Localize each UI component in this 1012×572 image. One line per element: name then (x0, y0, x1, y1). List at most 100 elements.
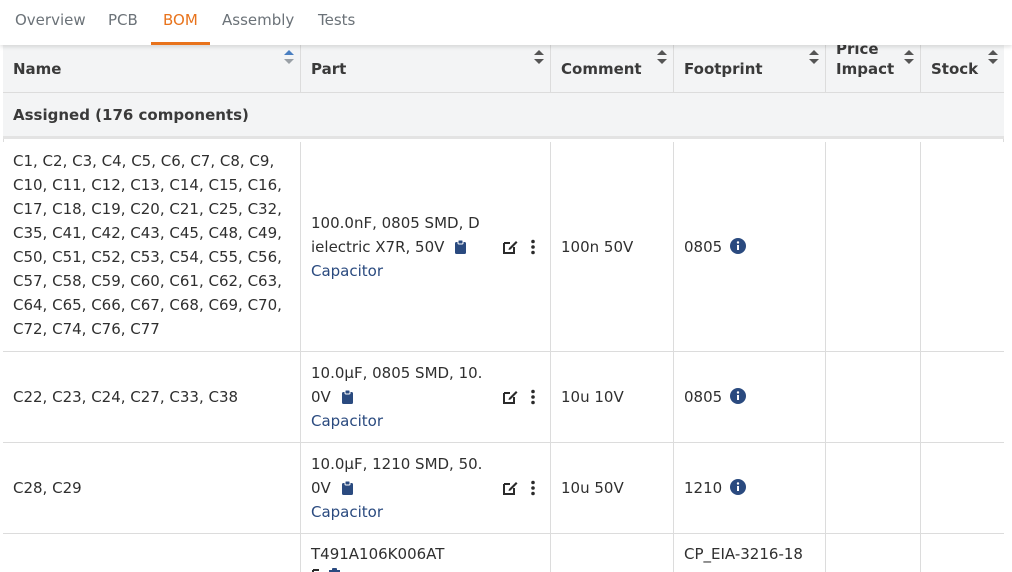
part-line: 100.0nF, 0805 SMD, D (311, 213, 480, 232)
stock-cell (921, 534, 1004, 572)
column-header-stock[interactable]: Stock (921, 45, 1004, 93)
part-icons (311, 568, 351, 572)
name-cell (3, 534, 301, 572)
column-label: Comment (561, 60, 642, 78)
edit-icon[interactable] (502, 389, 518, 405)
column-label: Name (13, 60, 62, 78)
table-row: T491A106K006AT CP_EIA-3216-18 (3, 534, 1004, 572)
part-cell: 100.0nF, 0805 SMD, D ielectric X7R, 50V … (301, 142, 551, 351)
stock-cell (921, 352, 1004, 442)
sort-icon[interactable] (809, 50, 819, 64)
tab-assembly[interactable]: Assembly (222, 11, 295, 29)
stock-cell (921, 443, 1004, 533)
footprint-value: 1210 (684, 479, 723, 497)
footprint-cell: 1210 (674, 443, 826, 533)
edit-icon[interactable] (502, 239, 518, 255)
name-cell: C28, C29 (3, 443, 301, 533)
designators: C22, C23, C24, C27, C33, C38 (13, 388, 239, 406)
table-row: C28, C29 10.0µF, 1210 SMD, 50. 0V Capaci… (3, 443, 1004, 534)
info-icon[interactable] (729, 388, 746, 404)
name-cell: C1, C2, C3, C4, C5, C6, C7, C8, C9, C10,… (3, 142, 301, 351)
column-header-price-impact[interactable]: Price Impact (826, 40, 921, 93)
comment-cell (551, 534, 674, 572)
part-line: 10.0µF, 1210 SMD, 50. (311, 455, 483, 473)
row-actions (502, 388, 542, 406)
comment-value: 10u 10V (561, 388, 624, 406)
clipboard-icon[interactable] (455, 239, 467, 254)
tab-overview[interactable]: Overview (15, 11, 86, 29)
column-header-part[interactable]: Part (301, 45, 551, 93)
group-label: Assigned (176 components) (13, 106, 249, 124)
edit-icon[interactable] (502, 480, 518, 496)
tab-bom[interactable]: BOM (151, 0, 210, 45)
price-impact-cell (826, 352, 921, 442)
footprint-value: 0805 (684, 237, 723, 256)
comment-value: 10u 50V (561, 479, 624, 497)
tab-tests[interactable]: Tests (318, 11, 356, 29)
tab-bar: Overview PCB BOM Assembly Tests (0, 0, 1012, 45)
part-line: 10.0µF, 0805 SMD, 10. (311, 364, 483, 382)
row-actions (502, 479, 542, 497)
info-icon[interactable] (729, 237, 746, 254)
part-line: T491A106K006AT (311, 545, 445, 563)
part-line: ielectric X7R, 50V (311, 237, 445, 256)
column-header-comment[interactable]: Comment (551, 45, 674, 93)
footprint-value: 0805 (684, 388, 723, 406)
column-label: Part (311, 60, 347, 78)
part-category-link[interactable]: Capacitor (311, 412, 384, 430)
clipboard-icon[interactable] (329, 568, 340, 572)
part-category-link[interactable]: Capacitor (311, 503, 384, 521)
footprint-cell: 0805 (674, 352, 826, 442)
bom-table: Name Part Comment Footprint Price Impact… (3, 0, 1004, 572)
more-options-icon[interactable] (530, 239, 536, 255)
sort-icon[interactable] (657, 50, 667, 64)
column-header-name[interactable]: Name (3, 45, 301, 93)
column-header-footprint[interactable]: Footprint (674, 45, 826, 93)
part-description: 10.0µF, 1210 SMD, 50. 0V Capacitor (311, 452, 492, 524)
table-header: Name Part Comment Footprint Price Impact… (3, 40, 1004, 93)
part-line: 0V (311, 388, 331, 406)
comment-value: 100n 50V (561, 237, 634, 256)
group-header: Assigned (176 components) (3, 93, 1004, 139)
more-options-icon[interactable] (530, 389, 536, 405)
clipboard-icon[interactable] (341, 481, 353, 495)
footprint: 0805 (684, 235, 817, 259)
clipboard-icon[interactable] (341, 390, 353, 404)
info-icon[interactable] (729, 479, 746, 495)
price-impact-cell (826, 443, 921, 533)
sort-icon[interactable] (988, 50, 998, 64)
column-label: Footprint (684, 60, 763, 78)
footprint-cell: CP_EIA-3216-18 (674, 534, 826, 572)
footprint: 1210 (684, 476, 817, 500)
name-cell: C22, C23, C24, C27, C33, C38 (3, 352, 301, 442)
footprint: 0805 (684, 385, 817, 409)
part-cell: T491A106K006AT (301, 534, 551, 572)
sort-icon[interactable] (284, 50, 294, 64)
footprint-value: CP_EIA-3216-18 (684, 545, 803, 563)
tab-pcb[interactable]: PCB (108, 11, 138, 29)
sort-icon[interactable] (534, 50, 544, 64)
stock-cell (921, 142, 1004, 351)
footprint-cell: 0805 (674, 142, 826, 351)
comment-cell: 10u 50V (551, 443, 674, 533)
more-options-icon[interactable] (531, 568, 537, 572)
part-line: 0V (311, 479, 331, 497)
row-actions (502, 238, 542, 256)
price-impact-cell (826, 142, 921, 351)
comment-cell: 10u 10V (551, 352, 674, 442)
part-description: 100.0nF, 0805 SMD, D ielectric X7R, 50V … (311, 211, 492, 283)
price-impact-cell (826, 534, 921, 572)
part-cell: 10.0µF, 1210 SMD, 50. 0V Capacitor (301, 443, 551, 533)
part-description: 10.0µF, 0805 SMD, 10. 0V Capacitor (311, 361, 492, 433)
more-options-icon[interactable] (530, 480, 536, 496)
part-cell: 10.0µF, 0805 SMD, 10. 0V Capacitor (301, 352, 551, 442)
sort-icon[interactable] (904, 50, 914, 64)
designators: C1, C2, C3, C4, C5, C6, C7, C8, C9, C10,… (13, 152, 282, 338)
column-label: Stock (931, 60, 979, 78)
table-row: C22, C23, C24, C27, C33, C38 10.0µF, 080… (3, 352, 1004, 443)
table-row: C1, C2, C3, C4, C5, C6, C7, C8, C9, C10,… (3, 142, 1004, 352)
designators: C28, C29 (13, 479, 82, 497)
edit-icon[interactable] (311, 568, 323, 572)
part-category-link[interactable]: Capacitor (311, 261, 384, 280)
column-label: Price Impact (836, 40, 895, 78)
